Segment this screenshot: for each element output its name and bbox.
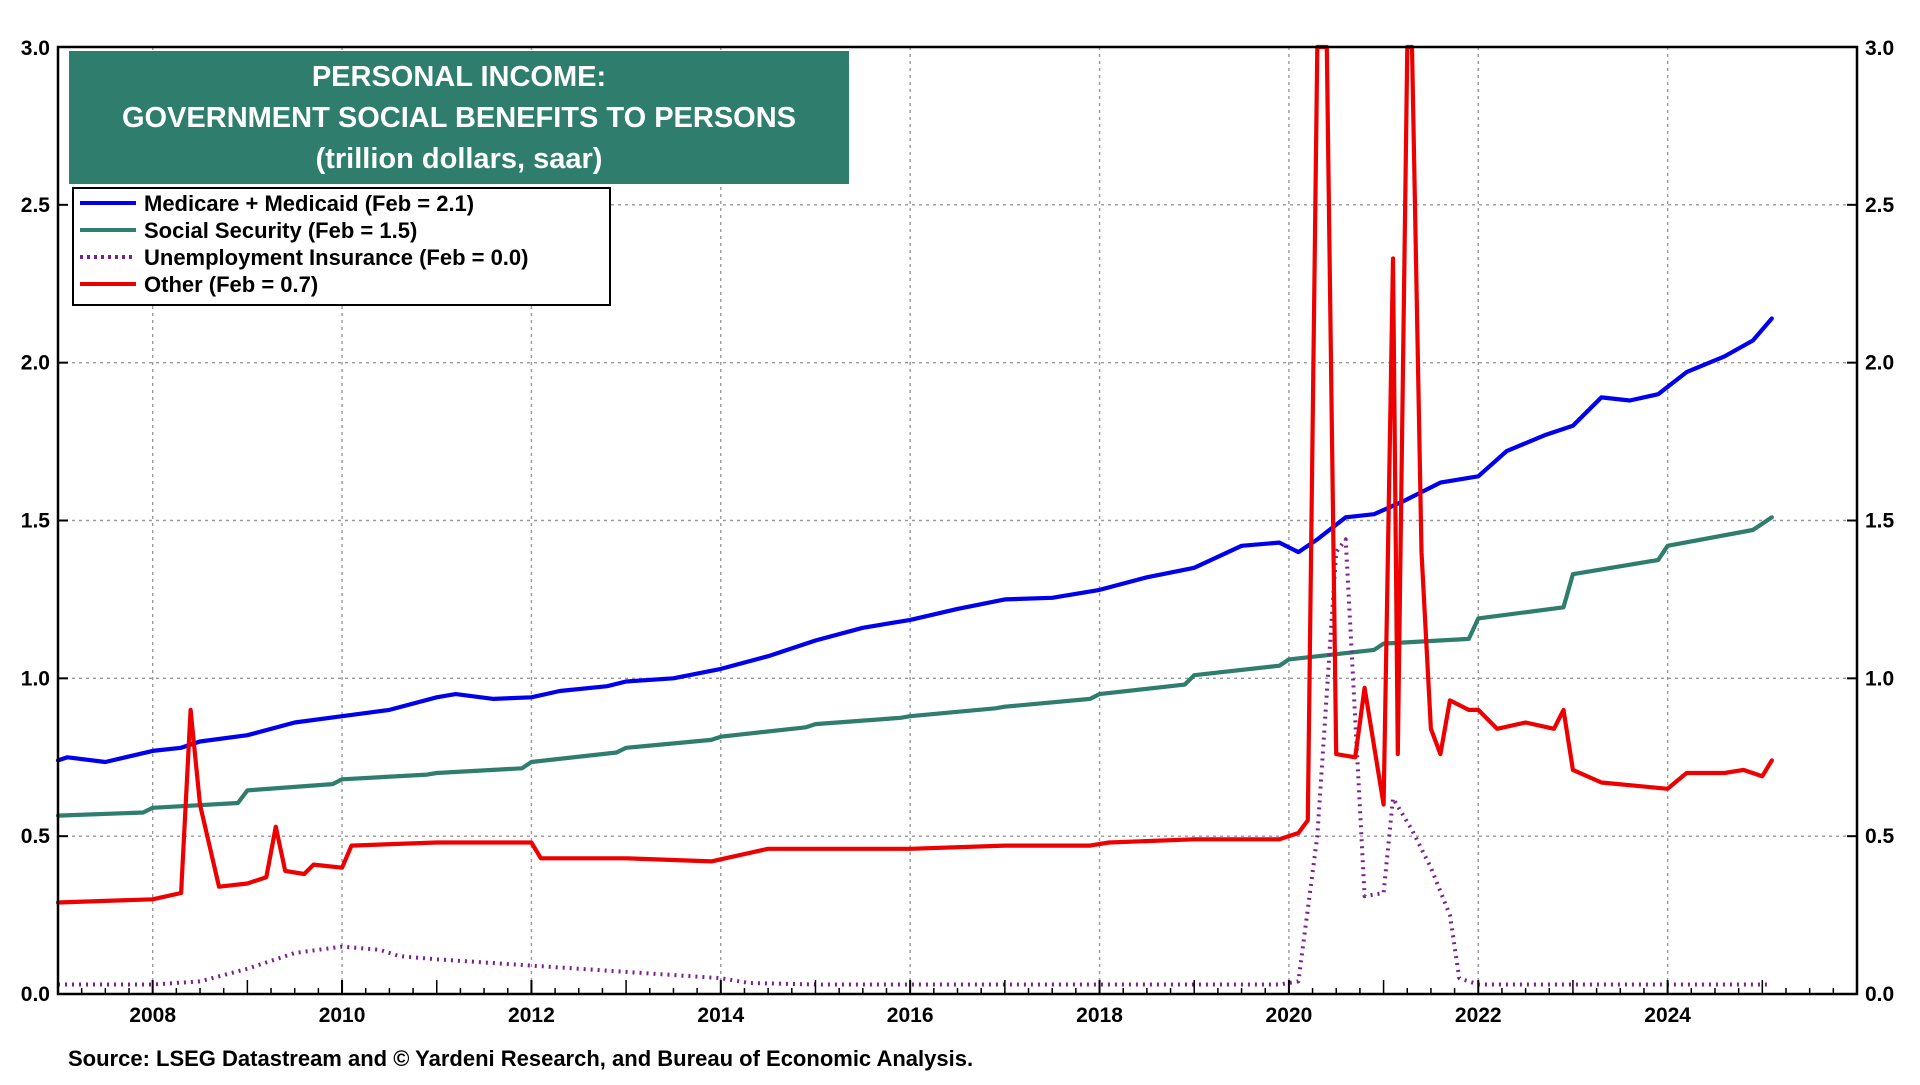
y-tick-label-left: 0.5 — [21, 825, 51, 848]
y-tick-label-left: 2.0 — [21, 352, 50, 375]
y-tick-label-left: 3.0 — [21, 37, 50, 60]
y-tick-label-right: 3.0 — [1865, 37, 1894, 60]
y-tick-label-left: 0.0 — [21, 983, 50, 1006]
x-tick-label: 2014 — [697, 1004, 744, 1027]
series-line-social-security — [55, 515, 1774, 818]
y-tick-label-right: 2.0 — [1865, 352, 1894, 375]
legend: Medicare + Medicaid (Feb = 2.1) Social S… — [72, 187, 611, 306]
legend-box — [72, 187, 611, 306]
series-line-other — [55, 44, 1774, 905]
x-tick-label: 2012 — [508, 1004, 555, 1027]
x-tick-label: 2024 — [1644, 1004, 1691, 1027]
y-tick-label-right: 1.5 — [1865, 510, 1895, 533]
labels-layer: 0.0 0.0 0.5 0.5 1.0 1.0 1.5 1.5 2.0 2.0 2.5 2.5 3.0 3… — [21, 37, 1895, 1027]
ticks-layer — [58, 46, 1857, 995]
x-tick-label: 2016 — [887, 1004, 934, 1027]
x-tick-label: 2018 — [1076, 1004, 1123, 1027]
source-note: Source: LSEG Datastream and © Yardeni Re… — [68, 1046, 973, 1071]
grid-layer — [58, 47, 1857, 994]
x-tick-label: 2022 — [1455, 1004, 1502, 1027]
legend-label-medicare: Medicare + Medicaid (Feb = 2.1) — [144, 191, 474, 216]
x-tick-label: 2020 — [1266, 1004, 1313, 1027]
y-tick-label-right: 2.5 — [1865, 194, 1895, 217]
y-tick-label-right: 0.0 — [1865, 983, 1894, 1006]
y-tick-label-left: 2.5 — [21, 194, 51, 217]
legend-label-social-security: Social Security (Feb = 1.5) — [144, 218, 417, 243]
x-tick-label: 2010 — [319, 1004, 366, 1027]
series-layer — [55, 44, 1774, 987]
legend-label-unemployment: Unemployment Insurance (Feb = 0.0) — [144, 245, 528, 270]
y-tick-label-right: 0.5 — [1865, 825, 1895, 848]
legend-label-other: Other (Feb = 0.7) — [144, 272, 318, 297]
title-line-1: PERSONAL INCOME: — [312, 61, 606, 93]
series-line-medicare-medicaid — [55, 316, 1774, 765]
x-tick-label: 2008 — [129, 1004, 176, 1027]
title-line-3: (trillion dollars, saar) — [316, 143, 603, 175]
title-box: PERSONAL INCOME: GOVERNMENT SOCIAL BENEF… — [69, 51, 849, 184]
y-tick-label-left: 1.5 — [21, 510, 51, 533]
y-tick-label-right: 1.0 — [1865, 667, 1894, 690]
title-line-2: GOVERNMENT SOCIAL BENEFITS TO PERSONS — [122, 102, 796, 134]
y-tick-label-left: 1.0 — [21, 667, 50, 690]
